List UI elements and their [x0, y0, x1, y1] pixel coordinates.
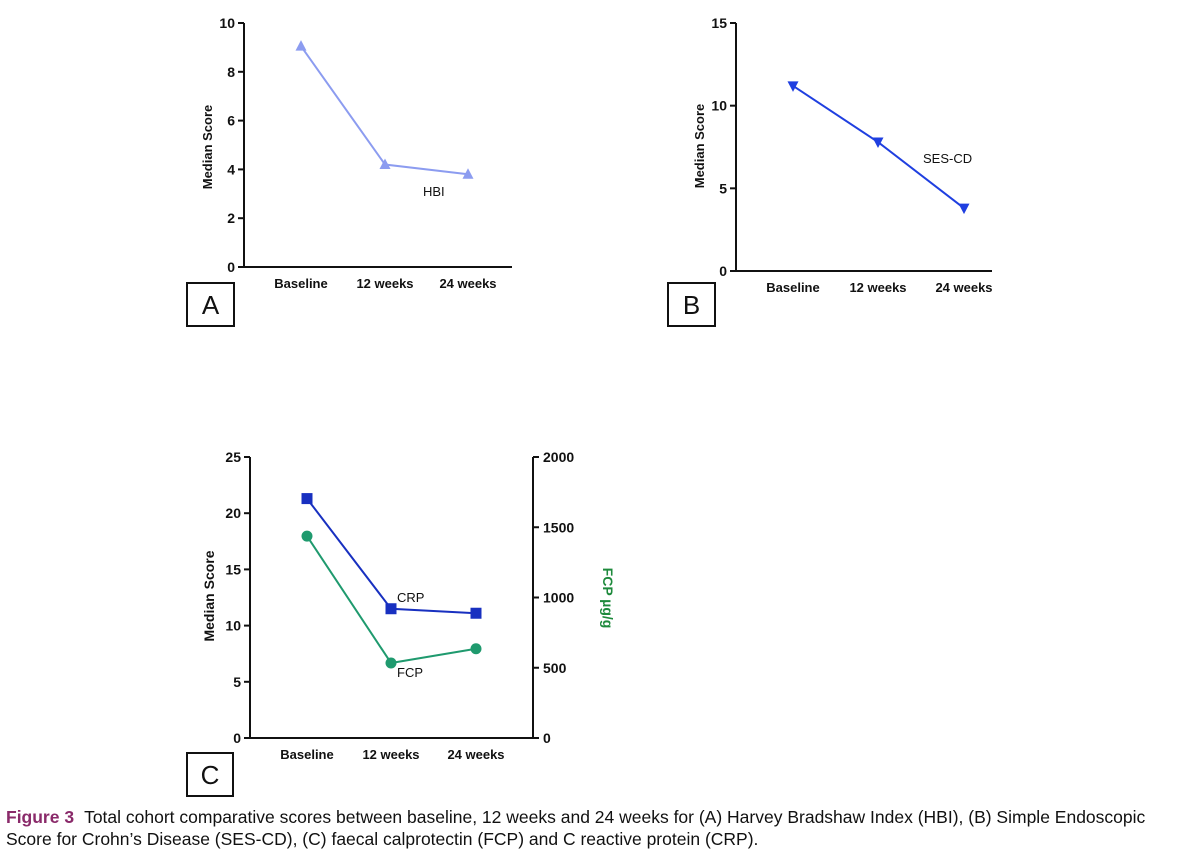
- data-point-crp: [385, 603, 397, 615]
- figure-3-charts: 0 2 4 6 8 10 Baseline 12 weeks 24 weeks Median S…: [186, 15, 993, 797]
- panel-c-series-label-crp: CRP: [397, 590, 424, 605]
- y-tick-label: 0: [233, 730, 241, 746]
- panel-c-ticks: 0 5 10 15 20 25 0 500 1000 1500 2000 Baseline 12 wee…: [225, 449, 574, 762]
- panel-a-chart: 0 2 4 6 8 10 Baseline 12 weeks 24 weeks Median S…: [186, 15, 512, 327]
- y-tick-label: 10: [225, 618, 241, 634]
- panel-b-ticks: 0 5 10 15 Baseline 12 weeks 24 weeks: [711, 15, 992, 295]
- x-tick-label: 24 weeks: [447, 747, 504, 762]
- y-tick-label: 6: [227, 113, 235, 129]
- data-point-fcp: [301, 530, 313, 542]
- y2-tick-label: 500: [543, 660, 567, 676]
- panel-b-series: [787, 81, 970, 215]
- panel-c-series-label-fcp: FCP: [397, 665, 423, 680]
- x-tick-label: Baseline: [274, 276, 327, 291]
- series-line-fcp: [306, 535, 477, 665]
- x-tick-label: Baseline: [280, 747, 333, 762]
- panel-b-series-label-ses-cd: SES-CD: [923, 151, 972, 166]
- panel-c-series: [301, 493, 482, 669]
- y-tick-label: 25: [225, 449, 241, 465]
- panel-b-y-axis-label: Median Score: [692, 104, 707, 189]
- panel-c-label: C: [201, 760, 220, 790]
- panel-a-ticks: 0 2 4 6 8 10 Baseline 12 weeks 24 weeks: [219, 15, 496, 291]
- y-tick-label: 20: [225, 505, 241, 521]
- panel-c-chart: 0 5 10 15 20 25 0 500 1000 1500 2000 Baseline 12 wee…: [186, 449, 616, 797]
- y-tick-label: 0: [227, 259, 235, 275]
- panel-c-right-axis-label: FCP µg/g: [600, 568, 616, 629]
- y-tick-label: 0: [719, 263, 727, 279]
- y-tick-label: 15: [225, 561, 241, 577]
- x-tick-label: 12 weeks: [849, 280, 906, 295]
- panel-a-axes: [243, 23, 512, 268]
- series-line-hbi: [300, 45, 469, 176]
- panel-b-label-box: [667, 282, 716, 327]
- y2-tick-label: 2000: [543, 449, 574, 465]
- data-point-fcp: [385, 657, 397, 669]
- panel-a-y-axis-label: Median Score: [200, 105, 215, 190]
- panel-b-label: B: [683, 290, 700, 320]
- data-point-crp: [301, 493, 313, 505]
- x-tick-label: 12 weeks: [362, 747, 419, 762]
- data-point-hbi: [379, 158, 391, 170]
- y2-tick-label: 0: [543, 730, 551, 746]
- y2-tick-label: 1000: [543, 590, 574, 606]
- panel-a-series: [295, 40, 474, 179]
- panel-c-axes: [249, 457, 534, 739]
- figure-caption: Figure 3 Total cohort comparative scores …: [6, 806, 1194, 850]
- panel-a-series-label-hbi: HBI: [423, 184, 445, 199]
- panel-a-label: A: [202, 290, 220, 320]
- y-tick-label: 5: [233, 674, 241, 690]
- data-point-hbi: [295, 40, 307, 51]
- y-tick-label: 10: [219, 15, 235, 31]
- panel-b-axes: [735, 23, 992, 272]
- y-tick-label: 4: [227, 161, 235, 177]
- x-tick-label: Baseline: [766, 280, 819, 295]
- series-line-crp: [306, 497, 477, 615]
- y-tick-label: 2: [227, 210, 235, 226]
- data-point-fcp: [470, 643, 482, 655]
- data-point-crp: [470, 607, 482, 619]
- data-point-ses-cd: [958, 203, 970, 215]
- figure-caption-label: Figure 3: [6, 807, 75, 827]
- panel-c-label-box: [186, 752, 234, 797]
- data-point-ses-cd: [872, 137, 884, 149]
- x-tick-label: 24 weeks: [935, 280, 992, 295]
- panel-b-chart: 0 5 10 15 Baseline 12 weeks 24 weeks Median Sc…: [667, 15, 993, 327]
- figure-caption-text: Total cohort comparative scores between …: [6, 807, 1146, 849]
- y-tick-label: 15: [711, 15, 727, 31]
- data-point-hbi: [462, 168, 474, 179]
- y2-tick-label: 1500: [543, 519, 574, 535]
- panel-c-y-axis-label: Median Score: [201, 550, 217, 641]
- y-tick-label: 10: [711, 98, 727, 114]
- x-tick-label: 24 weeks: [439, 276, 496, 291]
- x-tick-label: 12 weeks: [356, 276, 413, 291]
- panel-a-label-box: [186, 282, 235, 327]
- data-point-ses-cd: [787, 81, 799, 92]
- y-tick-label: 8: [227, 64, 235, 80]
- y-tick-label: 5: [719, 180, 727, 196]
